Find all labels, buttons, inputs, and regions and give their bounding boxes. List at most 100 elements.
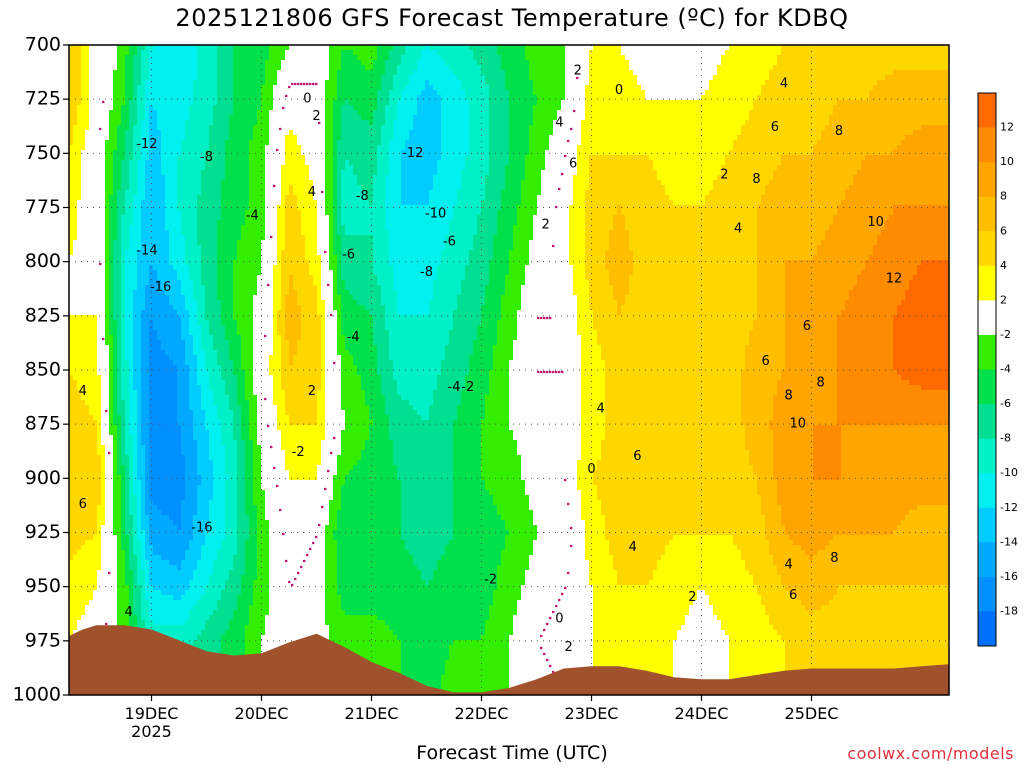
field-cell: [193, 405, 198, 411]
field-cell: [129, 95, 134, 101]
field-cell: [101, 340, 106, 346]
field-cell: [137, 430, 142, 436]
field-cell: [101, 540, 106, 546]
field-cell: [193, 310, 198, 316]
field-cell: [173, 575, 178, 581]
field-cell: [161, 80, 166, 86]
field-cell: [165, 280, 170, 286]
field-cell: [189, 380, 194, 386]
field-cell: [121, 510, 126, 516]
field-cell: [145, 285, 150, 291]
field-cell: [185, 540, 190, 546]
field-cell: [105, 150, 110, 156]
field-cell: [173, 95, 178, 101]
field-cell: [133, 435, 138, 441]
field-cell: [181, 310, 186, 316]
field-cell: [141, 235, 146, 241]
field-cell: [117, 420, 122, 426]
field-cell: [165, 365, 170, 371]
field-cell: [81, 260, 86, 266]
field-cell: [209, 225, 214, 231]
field-cell: [189, 580, 194, 586]
field-cell: [169, 605, 174, 611]
field-cell: [177, 345, 182, 351]
field-cell: [177, 380, 182, 386]
field-cell: [81, 125, 86, 131]
field-cell: [113, 455, 118, 461]
field-cell: [113, 195, 118, 201]
field-cell: [213, 370, 218, 376]
field-cell: [169, 400, 174, 406]
field-cell: [173, 415, 178, 421]
field-cell: [177, 395, 182, 401]
field-cell: [129, 510, 134, 516]
field-cell: [89, 160, 94, 166]
field-cell: [105, 485, 110, 491]
field-cell: [221, 45, 226, 51]
field-cell: [73, 155, 78, 161]
field-cell: [205, 460, 210, 466]
field-cell: [217, 155, 222, 161]
field-cell: [69, 175, 74, 181]
field-cell: [121, 60, 126, 66]
field-cell: [93, 165, 98, 171]
field-cell: [185, 195, 190, 201]
field-cell: [117, 350, 122, 356]
field-cell: [137, 450, 142, 456]
field-cell: [209, 180, 214, 186]
field-cell: [169, 435, 174, 441]
field-cell: [109, 405, 114, 411]
field-cell: [173, 160, 178, 166]
field-cell: [125, 410, 130, 416]
field-cell: [145, 180, 150, 186]
field-cell: [149, 350, 154, 356]
field-cell: [97, 440, 102, 446]
field-cell: [129, 245, 134, 251]
field-cell: [81, 435, 86, 441]
field-cell: [197, 415, 202, 421]
field-cell: [89, 250, 94, 256]
field-cell: [89, 490, 94, 496]
field-cell: [133, 350, 138, 356]
field-cell: [197, 255, 202, 261]
field-cell: [101, 85, 106, 91]
field-cell: [117, 560, 122, 566]
field-cell: [69, 435, 74, 441]
field-cell: [213, 635, 218, 641]
field-cell: [157, 595, 162, 601]
field-cell: [77, 420, 82, 426]
field-cell: [105, 275, 110, 281]
field-cell: [121, 410, 126, 416]
field-cell: [117, 85, 122, 91]
field-cell: [217, 400, 222, 406]
field-cell: [177, 455, 182, 461]
field-cell: [217, 605, 222, 611]
field-cell: [101, 465, 106, 471]
field-cell: [201, 355, 206, 361]
field-cell: [145, 515, 150, 521]
field-cell: [113, 255, 118, 261]
field-cell: [185, 460, 190, 466]
field-cell: [221, 285, 226, 291]
field-cell: [101, 165, 106, 171]
field-cell: [173, 150, 178, 156]
field-cell: [129, 305, 134, 311]
field-cell: [101, 270, 106, 276]
field-cell: [117, 240, 122, 246]
field-cell: [145, 480, 150, 486]
field-cell: [189, 595, 194, 601]
field-cell: [217, 510, 222, 516]
field-cell: [189, 460, 194, 466]
field-cell: [113, 235, 118, 241]
field-cell: [113, 210, 118, 216]
field-cell: [213, 180, 218, 186]
field-cell: [81, 320, 86, 326]
field-cell: [125, 250, 130, 256]
field-cell: [73, 580, 78, 586]
field-cell: [129, 225, 134, 231]
field-cell: [205, 465, 210, 471]
field-cell: [77, 240, 82, 246]
field-cell: [221, 175, 226, 181]
field-cell: [129, 575, 134, 581]
field-cell: [97, 435, 102, 441]
